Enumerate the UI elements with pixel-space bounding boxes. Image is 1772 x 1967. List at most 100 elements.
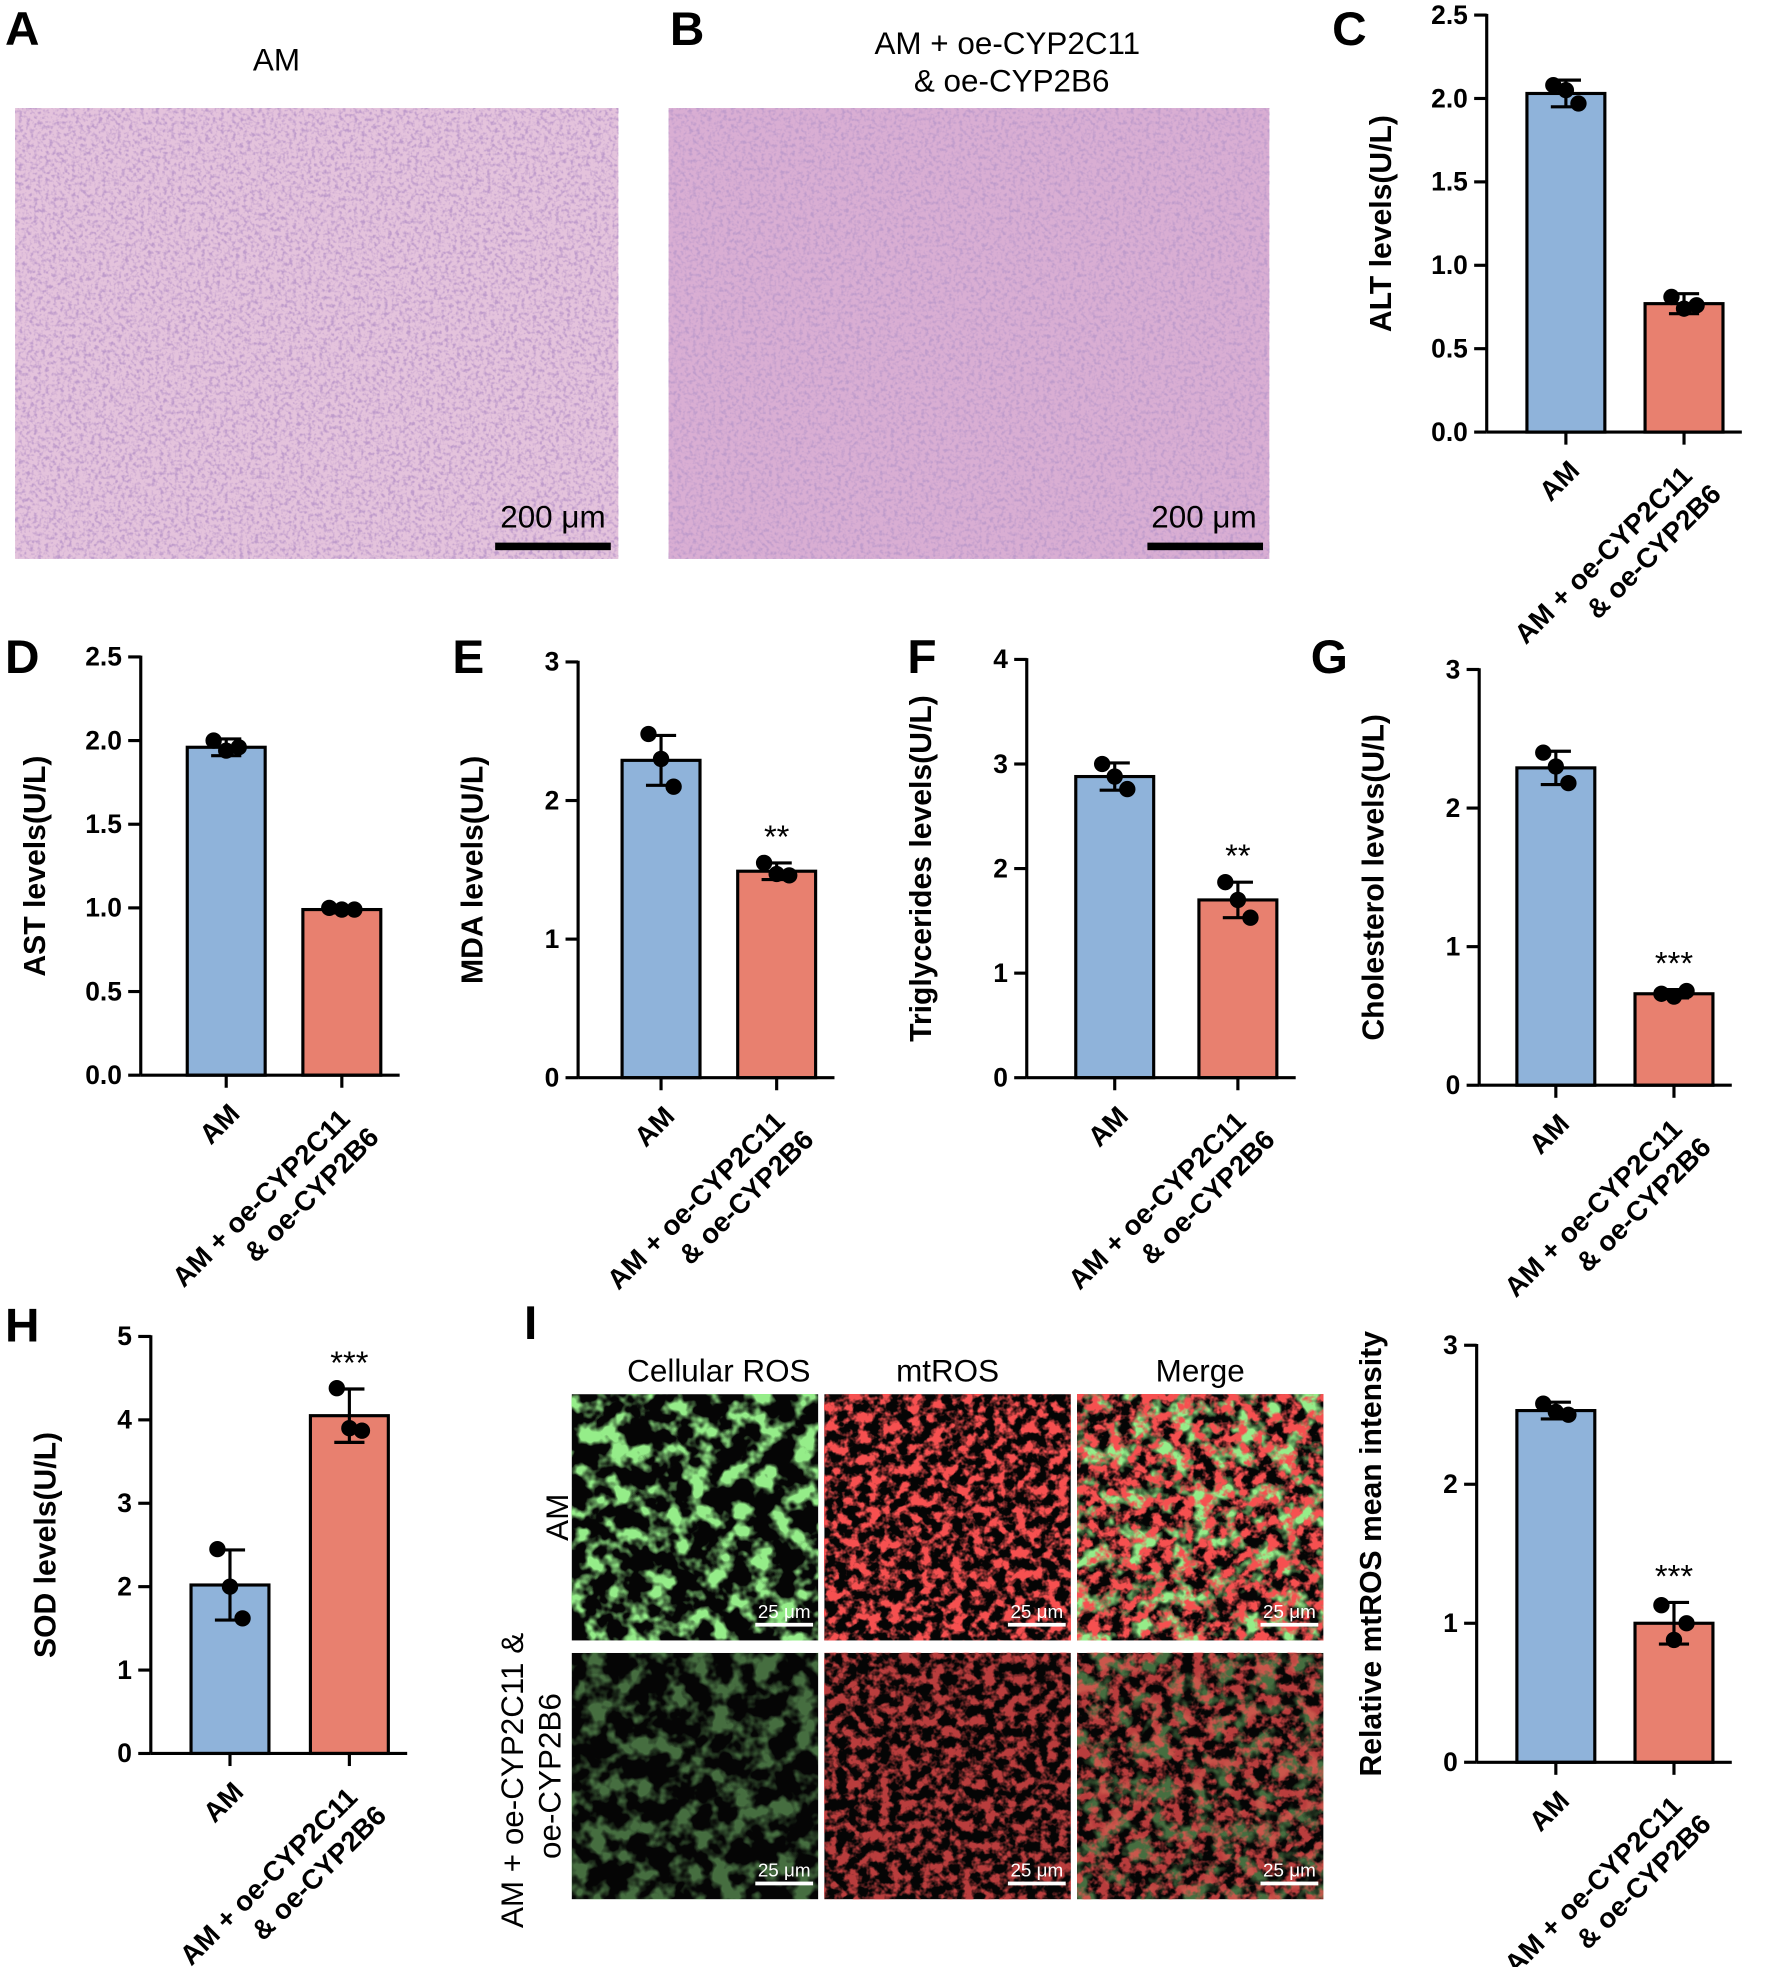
y-axis-label: MDA levels(U/L) [457,756,490,984]
data-point [640,725,657,743]
scale-bar-label: 25 μm [758,1601,811,1622]
x-tick-label: AM [628,1100,680,1152]
significance: ** [764,818,790,855]
data-point [781,867,798,884]
scale-bar [1007,1881,1066,1886]
category-label-group: AM [628,1100,680,1152]
y-tick-label: 0 [993,1063,1008,1093]
y-tick-label: 1 [1443,1608,1458,1638]
x-tick-label: AM [1533,455,1585,507]
data-point [1535,744,1552,761]
y-tick-label: 0 [1443,1747,1458,1777]
panel-label: I [524,1297,537,1350]
y-axis-label: Cholesterol levels(U/L) [1358,714,1391,1041]
data-point [1535,1395,1552,1412]
category-label-group: AM [1082,1100,1134,1152]
panel-label: A [5,3,39,56]
panel-label: H [5,1299,39,1352]
category-label-group: AM [193,1098,245,1150]
column-label: mtROS [896,1354,999,1389]
y-tick-label: 2 [545,785,560,815]
y-tick-label: 3 [1443,1330,1458,1360]
data-point [755,854,773,872]
scale-bar-label: 25 μm [1263,1601,1316,1622]
text-line: oe-CYP2B6 [532,1693,567,1859]
scale-bar-label: 200 μm [1151,500,1256,535]
data-point [221,1578,239,1595]
panel-label: F [907,631,936,684]
data-point [328,1379,345,1397]
y-tick-label: 2 [1446,793,1461,823]
panel-label: C [1332,3,1366,56]
data-point [1119,780,1136,798]
y-axis-label: Triglycerides levels(U/L) [905,695,938,1042]
red-signal [1077,1394,1324,1641]
y-axis-label: SOD levels(U/L) [29,1432,62,1658]
scale-bar-label: 25 μm [1010,1860,1063,1881]
bar [1197,898,1279,1080]
data-point [321,899,338,917]
bar [1515,766,1597,1087]
data-point [1547,758,1565,775]
scale-bar-label: 25 μm [1010,1601,1063,1622]
data-point [1229,891,1247,909]
y-tick-label: 3 [1446,654,1461,684]
he-texture [668,108,1270,559]
y-tick-label: 0.0 [85,1060,122,1090]
y-tick-label: 3 [993,749,1008,779]
y-tick-label: 3 [117,1488,132,1518]
scale-bar [495,542,611,551]
x-tick-label: AM [1523,1108,1575,1160]
data-point [205,732,222,749]
bar [308,1414,390,1756]
y-tick-label: 0.5 [85,976,122,1006]
scale-bar [1260,1622,1319,1627]
scale-bar [1007,1622,1066,1627]
scale-bar-label: 25 μm [758,1860,811,1881]
scale-bar [1147,542,1264,551]
y-tick-label: 5 [117,1321,132,1351]
red-signal [824,1394,1071,1641]
data-point [218,742,235,759]
data-point [1688,297,1705,314]
data-point [1570,95,1587,112]
bar [301,907,383,1077]
red-signal [1077,1652,1324,1900]
data-point [230,739,247,756]
data-point [768,865,785,883]
y-tick-label: 2 [1443,1469,1458,1499]
column-label: Cellular ROS [627,1354,810,1389]
data-point [1242,909,1259,926]
data-point [1678,1615,1695,1632]
data-point [1547,1403,1565,1421]
significance: *** [1655,945,1693,982]
data-point [1557,81,1575,99]
text-line: AM + oe-CYP2C11 [874,26,1148,61]
y-tick-label: 0.0 [1431,417,1468,447]
y-tick-label: 1.0 [85,893,122,923]
y-tick-label: 1.5 [1431,167,1468,197]
row-label: AM + oe-CYP2C11 & oe-CYP2B6 [495,1624,568,1928]
scale-bar [755,1881,814,1886]
y-tick-label: 2 [117,1571,132,1601]
bar [1515,1409,1597,1764]
x-tick-label: AM [1082,1100,1134,1152]
data-point [1545,76,1562,94]
category-label-group: AM [197,1776,249,1828]
image-title: AM + oe-CYP2C11 & oe-CYP2B6 [874,26,1148,99]
data-point [1217,873,1234,891]
y-tick-label: 3 [545,647,560,677]
bar [1633,992,1715,1087]
red-signal [824,1652,1071,1900]
data-point [1665,1631,1683,1649]
y-tick-label: 4 [117,1405,132,1435]
y-tick-label: 0.5 [1431,333,1468,363]
significance: *** [330,1344,368,1381]
y-tick-label: 2.5 [85,642,122,672]
y-tick-label: 2.5 [1431,0,1468,30]
text-line: AM + oe-CYP2C11 & [495,1624,530,1928]
bar [1074,774,1156,1080]
y-tick-label: 0 [1446,1070,1461,1100]
y-tick-label: 0 [117,1738,132,1768]
